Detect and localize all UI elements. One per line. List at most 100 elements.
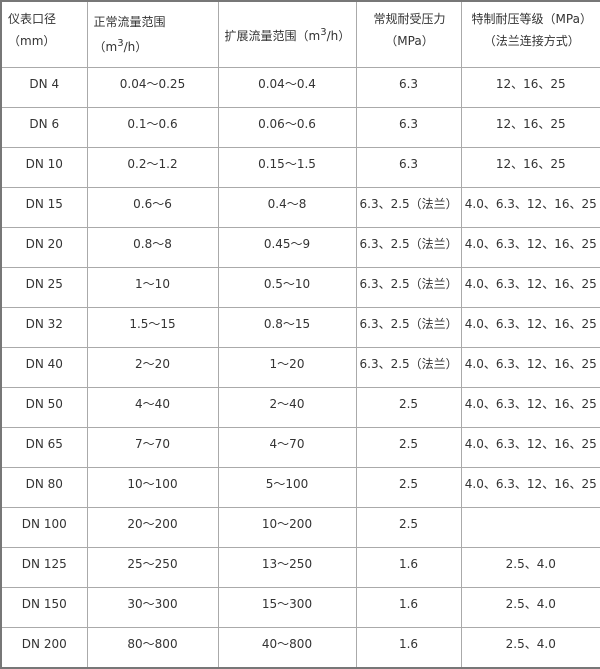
table-row: DN 6 0.1～0.6 0.06～0.6 6.3 12、16、25 [0,107,600,148]
cell-extended-flow: 0.04～0.4 [217,67,357,108]
cell-size: DN 20 [0,227,88,268]
cell-special-pressure: 4.0、6.3、12、16、25 [460,307,600,348]
table-row: DN 200 80～800 40～800 1.6 2.5、4.0 [0,627,600,669]
cell-special-pressure: 4.0、6.3、12、16、25 [460,227,600,268]
cell-pressure: 6.3 [355,67,462,108]
cell-special-pressure [460,507,600,548]
cell-special-pressure: 4.0、6.3、12、16、25 [460,467,600,508]
cell-pressure: 2.5 [355,427,462,468]
cell-size: DN 40 [0,347,88,388]
cell-normal-flow: 2～20 [86,347,219,388]
cell-extended-flow: 0.45～9 [217,227,357,268]
cell-special-pressure: 4.0、6.3、12、16、25 [460,427,600,468]
cell-extended-flow: 0.15～1.5 [217,147,357,188]
cell-special-pressure: 2.5、4.0 [460,547,600,588]
cell-pressure: 2.5 [355,467,462,508]
cell-pressure: 6.3、2.5（法兰） [355,187,462,228]
header-text: /h） [123,40,148,54]
table-row: DN 10 0.2～1.2 0.15～1.5 6.3 12、16、25 [0,147,600,188]
cell-normal-flow: 10～100 [86,467,219,508]
cell-special-pressure: 2.5、4.0 [460,627,600,669]
table-row: DN 150 30～300 15～300 1.6 2.5、4.0 [0,587,600,628]
cell-pressure: 1.6 [355,627,462,669]
cell-extended-flow: 0.5～10 [217,267,357,308]
cell-extended-flow: 15～300 [217,587,357,628]
table-row: DN 50 4～40 2～40 2.5 4.0、6.3、12、16、25 [0,387,600,428]
cell-special-pressure: 12、16、25 [460,107,600,148]
table-row: DN 40 2～20 1～20 6.3、2.5（法兰） 4.0、6.3、12、16、25 [0,347,600,388]
cell-extended-flow: 0.06～0.6 [217,107,357,148]
table-row: DN 25 1～10 0.5～10 6.3、2.5（法兰） 4.0、6.3、12、16、… [0,267,600,308]
cell-normal-flow: 1.5～15 [86,307,219,348]
table-row: DN 65 7～70 4～70 2.5 4.0、6.3、12、16、25 [0,427,600,468]
cell-extended-flow: 10～200 [217,507,357,548]
cell-normal-flow: 0.8～8 [86,227,219,268]
cell-extended-flow: 0.4～8 [217,187,357,228]
cell-size: DN 32 [0,307,88,348]
cell-size: DN 80 [0,467,88,508]
cell-extended-flow: 5～100 [217,467,357,508]
cell-special-pressure: 4.0、6.3、12、16、25 [460,387,600,428]
cell-normal-flow: 80～800 [86,627,219,669]
cell-normal-flow: 20～200 [86,507,219,548]
cell-pressure: 6.3、2.5（法兰） [355,347,462,388]
cell-special-pressure: 4.0、6.3、12、16、25 [460,187,600,228]
cell-normal-flow: 0.2～1.2 [86,147,219,188]
cell-size: DN 4 [0,67,88,108]
cell-size: DN 10 [0,147,88,188]
cell-pressure: 1.6 [355,547,462,588]
cell-normal-flow: 4～40 [86,387,219,428]
superscript: 3 [117,38,124,49]
cell-size: DN 65 [0,427,88,468]
cell-normal-flow: 30～300 [86,587,219,628]
cell-pressure: 6.3、2.5（法兰） [355,267,462,308]
cell-special-pressure: 12、16、25 [460,147,600,188]
table-row: DN 32 1.5～15 0.8～15 6.3、2.5（法兰） 4.0、6.3、12、1… [0,307,600,348]
header-size: 仪表口径（mm） [0,0,88,68]
cell-normal-flow: 7～70 [86,427,219,468]
header-pressure: 常规耐受压力（MPa） [355,0,462,68]
cell-normal-flow: 0.04～0.25 [86,67,219,108]
cell-size: DN 150 [0,587,88,628]
cell-size: DN 6 [0,107,88,148]
table-row: DN 125 25～250 13～250 1.6 2.5、4.0 [0,547,600,588]
cell-extended-flow: 2～40 [217,387,357,428]
cell-size: DN 200 [0,627,88,669]
cell-special-pressure: 4.0、6.3、12、16、25 [460,347,600,388]
header-extended-flow: 扩展流量范围（m3/h） [217,0,357,68]
cell-normal-flow: 1～10 [86,267,219,308]
cell-extended-flow: 0.8～15 [217,307,357,348]
cell-special-pressure: 12、16、25 [460,67,600,108]
cell-pressure: 6.3 [355,107,462,148]
cell-size: DN 50 [0,387,88,428]
cell-pressure: 6.3、2.5（法兰） [355,227,462,268]
cell-size: DN 25 [0,267,88,308]
cell-size: DN 15 [0,187,88,228]
table-row: DN 4 0.04～0.25 0.04～0.4 6.3 12、16、25 [0,67,600,108]
table-row: DN 20 0.8～8 0.45～9 6.3、2.5（法兰） 4.0、6.3、12、16… [0,227,600,268]
header-text: 扩展流量范围（m [224,29,321,43]
cell-pressure: 6.3、2.5（法兰） [355,307,462,348]
cell-normal-flow: 0.6～6 [86,187,219,228]
cell-extended-flow: 1～20 [217,347,357,388]
cell-extended-flow: 4～70 [217,427,357,468]
cell-pressure: 6.3 [355,147,462,188]
cell-extended-flow: 40～800 [217,627,357,669]
header-normal-flow: 正常流量范围（m3/h） [86,0,219,68]
cell-size: DN 100 [0,507,88,548]
header-special-pressure: 特制耐压等级（MPa）（法兰连接方式） [460,0,600,68]
table-row: DN 15 0.6～6 0.4～8 6.3、2.5（法兰） 4.0、6.3、12、16、… [0,187,600,228]
cell-special-pressure: 4.0、6.3、12、16、25 [460,267,600,308]
table-row: DN 80 10～100 5～100 2.5 4.0、6.3、12、16、25 [0,467,600,508]
cell-size: DN 125 [0,547,88,588]
header-text: 正常流量范围（m [93,15,166,54]
header-row: 仪表口径（mm） 正常流量范围（m3/h） 扩展流量范围（m3/h） 常规耐受压… [0,0,600,68]
cell-normal-flow: 0.1～0.6 [86,107,219,148]
cell-special-pressure: 2.5、4.0 [460,587,600,628]
cell-pressure: 2.5 [355,507,462,548]
header-text: /h） [326,29,351,43]
cell-pressure: 2.5 [355,387,462,428]
cell-extended-flow: 13～250 [217,547,357,588]
table-row: DN 100 20～200 10～200 2.5 [0,507,600,548]
